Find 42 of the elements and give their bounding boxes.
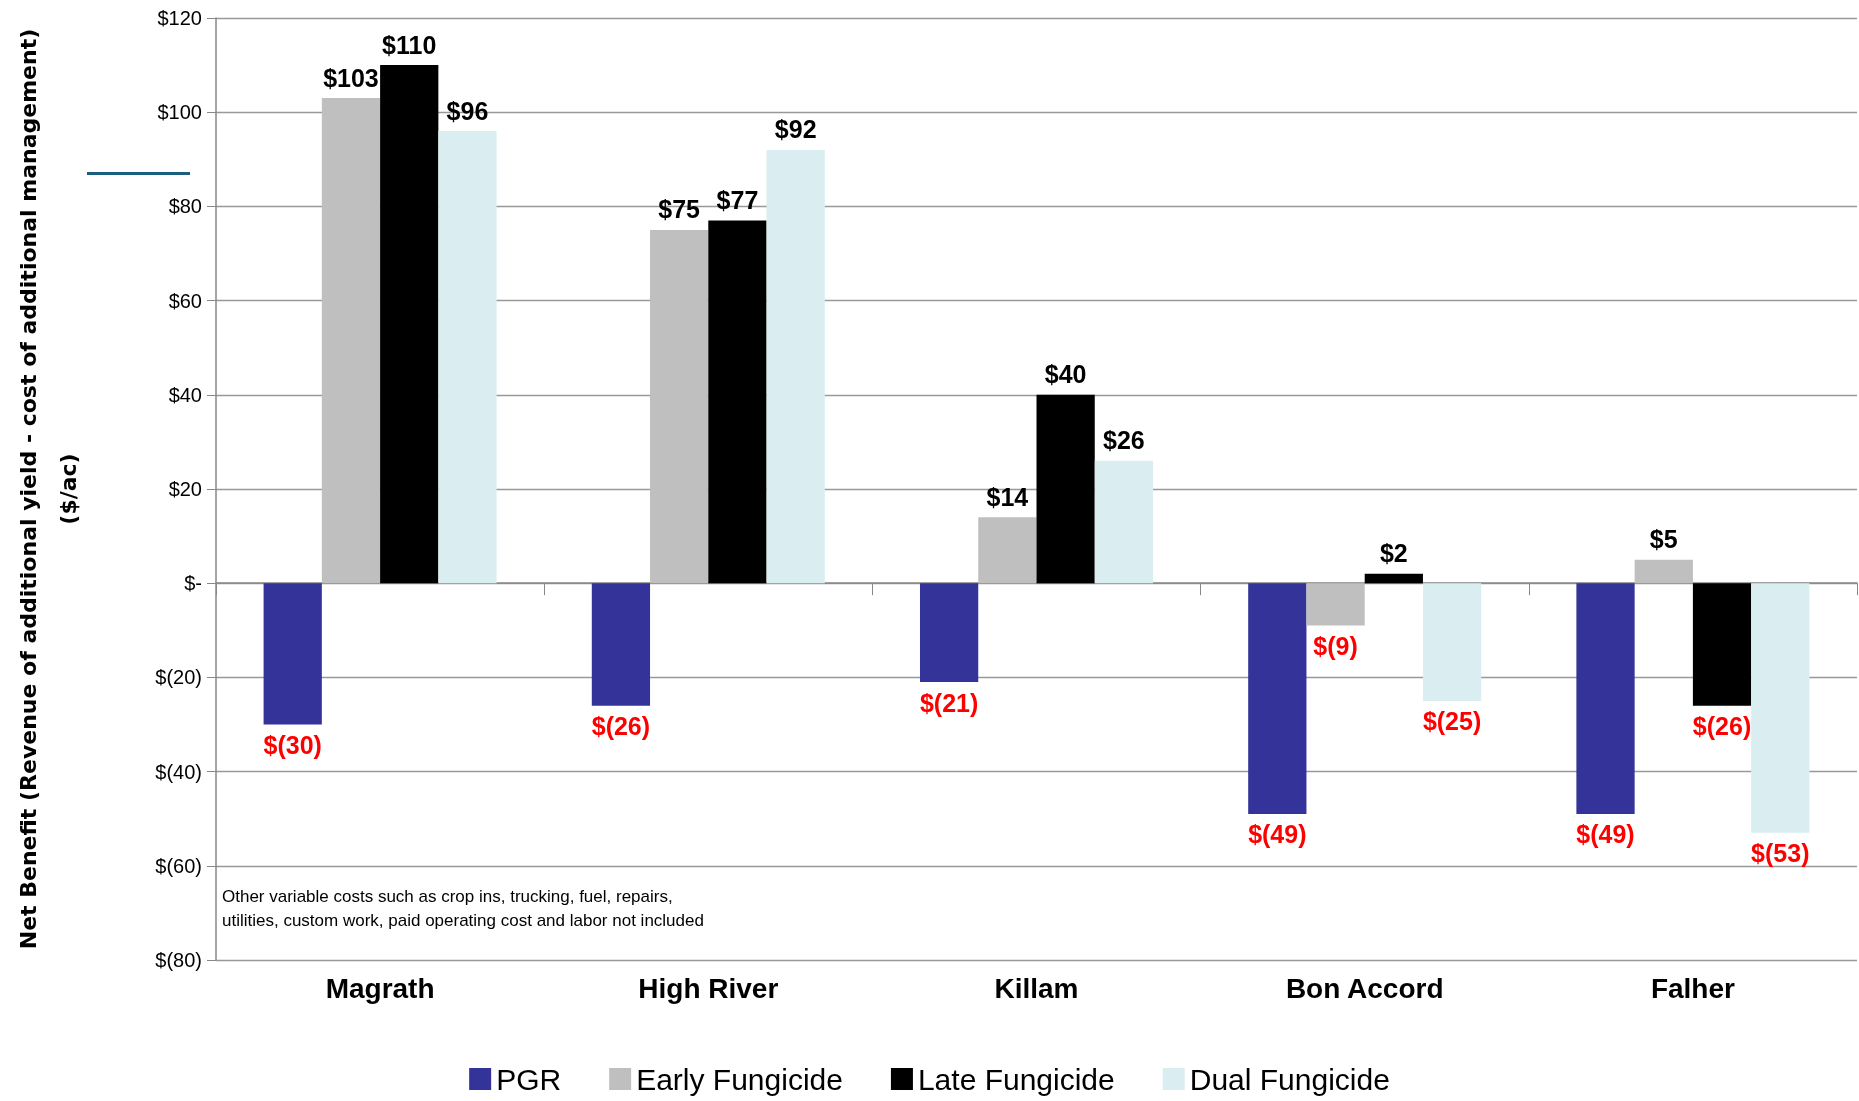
data-label: $40 xyxy=(1044,360,1087,389)
data-label: $(49) xyxy=(1576,820,1635,849)
data-label: $110 xyxy=(382,30,437,59)
data-label: $(21) xyxy=(919,688,979,717)
legend-label: Early Fungicide xyxy=(636,1062,843,1096)
legend-label: Late Fungicide xyxy=(917,1062,1115,1096)
data-label: $14 xyxy=(986,482,1029,511)
x-tick-label: Killam xyxy=(994,972,1079,1004)
data-label: $(30) xyxy=(263,731,322,759)
y-tick-label: $80 xyxy=(168,195,202,218)
y-tick-label: $40 xyxy=(168,383,202,406)
legend-label: Dual Fungicide xyxy=(1189,1062,1390,1096)
data-label: $(9) xyxy=(1313,632,1358,661)
y-tick-label: $20 xyxy=(168,478,202,500)
data-label: $(53) xyxy=(1751,839,1810,868)
data-label: $92 xyxy=(774,115,817,144)
data-label: $77 xyxy=(716,186,759,215)
data-label: $(26) xyxy=(1692,712,1752,741)
x-tick-label: Falher xyxy=(1650,972,1736,1004)
data-label: $75 xyxy=(658,195,701,224)
annotation: Other variable costs such as crop ins, trucking, fuel, repairs, utilities, custom work, paid operating cost and labor not included xyxy=(222,886,704,930)
data-label: $(25) xyxy=(1422,707,1482,736)
y-axis-title: Net Benefit (Revenue of additional yield - cost of additional management) ($/ac) xyxy=(15,28,81,950)
y-tick-label: $(60) xyxy=(155,854,202,877)
data-label: $5 xyxy=(1649,525,1678,554)
data-label: $96 xyxy=(446,96,489,125)
legend-label: PGR xyxy=(496,1062,562,1096)
data-label: $26 xyxy=(1103,426,1145,455)
x-tick-label: Bon Accord xyxy=(1285,972,1444,1004)
y-tick-label: $(20) xyxy=(155,666,202,689)
y-tick-label: $60 xyxy=(168,289,202,312)
data-label: $103 xyxy=(323,63,379,92)
y-tick-label: $(40) xyxy=(155,760,202,783)
data-label: $2 xyxy=(1379,539,1408,568)
y-tick-label: $100 xyxy=(157,101,202,124)
data-label: $(49) xyxy=(1248,820,1307,849)
x-tick-label: High River xyxy=(638,972,779,1004)
x-tick-label: Magrath xyxy=(325,972,435,1004)
y-tick-label: $(80) xyxy=(155,949,202,971)
y-tick-label: $- xyxy=(184,572,202,595)
data-label: $(26) xyxy=(591,712,651,741)
y-tick-label: $120 xyxy=(157,7,202,29)
